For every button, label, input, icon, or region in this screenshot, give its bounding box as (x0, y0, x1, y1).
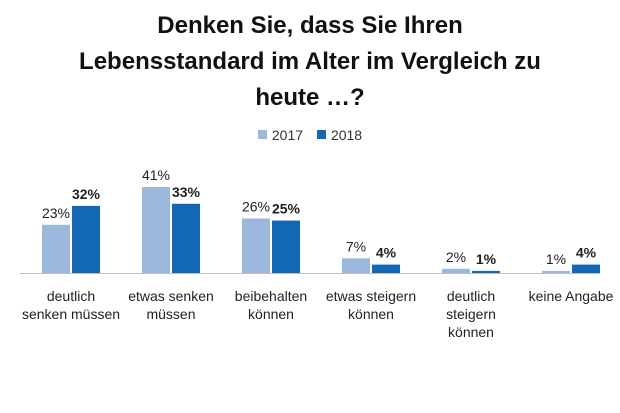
bar-2018-0 (72, 205, 100, 273)
category-label-line: deutlich (46, 288, 96, 304)
data-label-2018-5: 4% (576, 245, 597, 261)
bar-2017-0 (42, 224, 70, 273)
category-label-3: etwas steigern können (321, 287, 421, 323)
legend-label-2018: 2018 (330, 126, 363, 143)
bar-2018-1 (172, 203, 200, 273)
category-label-5: keine Angabe (521, 287, 620, 305)
data-label-2018-0: 32% (72, 186, 101, 202)
bar-2017-1 (142, 187, 170, 273)
legend-swatch-2018 (316, 130, 326, 139)
data-label-2017-5: 1% (546, 251, 566, 267)
category-label-line: etwas steigern (325, 288, 417, 304)
legend-label-2017: 2017 (271, 126, 304, 143)
bar-2017-3 (342, 258, 370, 273)
legend: 2017 2018 (0, 126, 620, 143)
category-label-line: beibehalten (234, 288, 308, 304)
bar-2018-5 (572, 264, 600, 273)
category-label-line: müssen (146, 306, 196, 322)
category-label-4: deutlich steigern können (421, 287, 521, 341)
legend-item-2017: 2017 (257, 126, 304, 143)
category-label-1: etwas senken müssen (121, 287, 221, 323)
data-label-2017-3: 7% (346, 238, 366, 254)
data-label-2018-4: 1% (476, 251, 497, 267)
data-label-2017-4: 2% (446, 249, 466, 265)
bar-2018-2 (272, 220, 300, 273)
chart-title: Denken Sie, dass Sie Ihren Lebensstandar… (60, 8, 560, 116)
data-label-2018-1: 33% (172, 184, 201, 200)
bar-2017-2 (242, 218, 270, 273)
data-label-2018-2: 25% (272, 201, 301, 217)
category-label-line: keine Angabe (528, 288, 614, 304)
bar-2017-4 (442, 268, 470, 273)
category-label-0: deutlich senken müssen (21, 287, 121, 323)
category-label-line: können (448, 324, 494, 340)
chart-title-line: Lebensstandard im Alter im Vergleich zu (79, 48, 541, 75)
category-label-2: beibehalten können (221, 287, 321, 323)
bar-2017-5 (542, 270, 570, 273)
category-label-line: etwas senken (128, 288, 214, 304)
bar-2018-4 (472, 270, 500, 273)
legend-item-2018: 2018 (316, 126, 363, 143)
data-label-2017-0: 23% (42, 205, 70, 221)
data-label-2018-3: 4% (376, 245, 397, 261)
chart-title-line: Denken Sie, dass Sie Ihren (157, 12, 463, 39)
data-label-2017-2: 26% (242, 198, 270, 214)
bar-2018-3 (372, 264, 400, 273)
category-label-line: können (248, 306, 294, 322)
data-label-2017-1: 41% (142, 167, 170, 183)
category-label-line: steigern (446, 306, 496, 322)
category-label-line: können (348, 306, 394, 322)
category-label-line: senken müssen (21, 306, 121, 322)
category-label-line: deutlich (446, 288, 496, 304)
legend-swatch-2017 (257, 130, 267, 139)
chart-title-line: heute …? (255, 84, 365, 111)
